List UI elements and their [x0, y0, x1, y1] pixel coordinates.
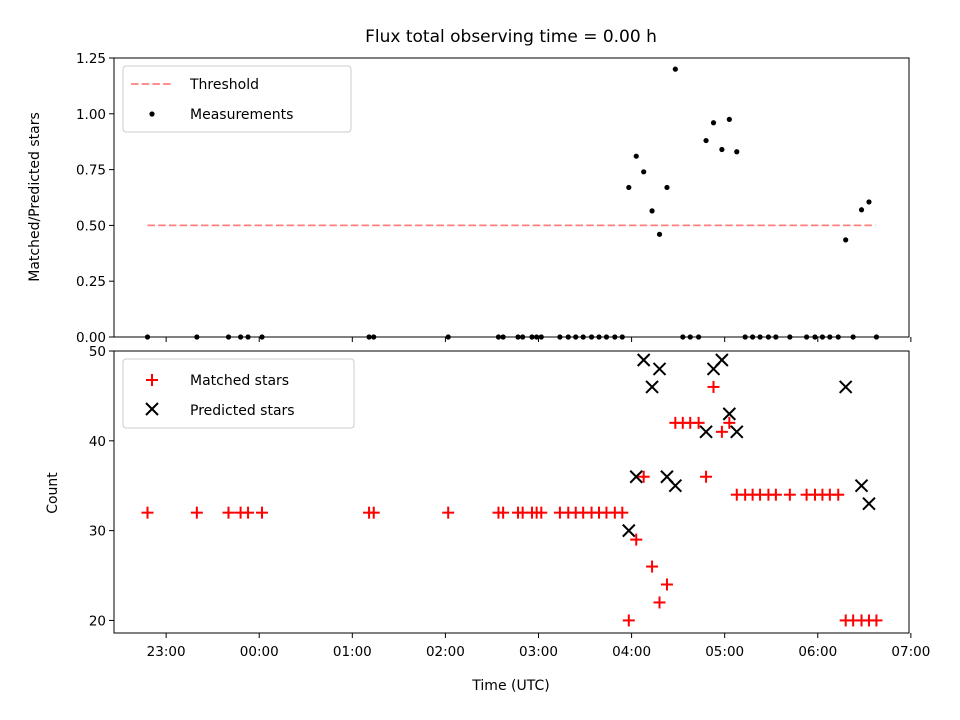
x-tick-label: 02:00: [426, 644, 465, 660]
top-y-tick-label: 0.75: [76, 163, 106, 179]
x-tick-label: 06:00: [798, 644, 837, 660]
matched-star-marker: [497, 506, 510, 519]
predicted-star-marker: [715, 353, 729, 367]
predicted-star-marker: [668, 479, 683, 493]
measurement-point: [866, 199, 872, 205]
predicted-star-marker: [645, 380, 659, 394]
legend-measurements-swatch: [149, 111, 155, 117]
measurement-point: [858, 207, 865, 213]
measurement-point: [641, 169, 647, 175]
matched-star-marker: [535, 506, 548, 519]
matched-star-marker: [622, 614, 635, 627]
matched-star-marker: [141, 506, 154, 519]
bottom-y-tick-label: 30: [89, 524, 106, 540]
measurement-point: [633, 153, 639, 159]
bottom-legend: Matched stars Predicted stars: [122, 358, 355, 429]
matched-stars-series: [141, 380, 883, 627]
x-tick-label: 05:00: [705, 644, 744, 660]
top-y-tick-label: 0.00: [76, 330, 106, 346]
matched-star-marker: [692, 416, 705, 429]
legend-matched-swatch: [146, 374, 158, 386]
matched-star-marker: [616, 506, 629, 519]
predicted-star-marker: [862, 496, 876, 511]
predicted-star-marker: [722, 407, 737, 421]
legend-predicted-swatch: [145, 402, 159, 416]
legend-measurements-label: Measurements: [190, 107, 293, 123]
measurement-point: [626, 184, 632, 191]
measurement-point: [843, 237, 849, 243]
matched-star-marker: [637, 470, 650, 483]
top-y-axis-label: Matched/Predicted stars: [27, 112, 43, 282]
top-y-tick-label: 1.00: [76, 107, 106, 123]
measurement-point: [656, 231, 663, 237]
matched-star-marker: [783, 488, 796, 501]
x-tick-label: 23:00: [147, 644, 186, 660]
bottom-x-axis: 23:00 00:00 01:00 02:00 03:00 04:00 05:00 06:00…: [147, 633, 930, 660]
bottom-y-tick-label: 20: [89, 613, 106, 629]
top-y-tick-label: 0.25: [76, 274, 106, 290]
legend-threshold-label: Threshold: [189, 77, 259, 93]
measurement-point: [672, 66, 678, 72]
predicted-star-marker: [629, 470, 643, 484]
x-tick-label: 01:00: [333, 644, 372, 660]
matched-star-marker: [222, 506, 235, 519]
measurement-point: [710, 120, 717, 126]
matched-star-marker: [832, 488, 845, 501]
matched-star-marker: [870, 614, 883, 627]
top-plot-frame: [113, 57, 910, 338]
matched-star-marker: [723, 416, 736, 429]
predicted-stars-series: [622, 353, 876, 538]
bottom-y-tick-label: 40: [89, 434, 106, 450]
predicted-star-marker: [622, 523, 636, 538]
predicted-star-marker: [854, 479, 869, 493]
measurement-point: [664, 184, 670, 191]
matched-star-marker: [242, 506, 255, 519]
predicted-star-marker: [652, 362, 667, 376]
top-y-tick-label: 0.50: [76, 218, 106, 234]
predicted-star-marker: [730, 425, 744, 439]
predicted-star-marker: [838, 380, 853, 394]
bottom-plot-frame: [113, 350, 910, 634]
matched-star-marker: [256, 506, 269, 519]
measurement-point: [703, 137, 709, 144]
matched-star-marker: [646, 560, 659, 573]
chart-title: Flux total observing time = 0.00 h: [365, 27, 657, 47]
x-axis-label: Time (UTC): [471, 678, 549, 694]
bottom-y-axis-label: Count: [45, 472, 61, 514]
measurement-point: [734, 149, 740, 155]
measurement-point: [649, 208, 655, 214]
matched-star-marker: [442, 506, 455, 519]
x-tick-label: 03:00: [519, 644, 558, 660]
matched-star-marker: [630, 533, 643, 546]
matched-star-marker: [367, 506, 380, 519]
x-tick-label: 04:00: [612, 644, 651, 660]
matched-star-marker: [769, 488, 782, 501]
predicted-star-marker: [699, 425, 713, 439]
matched-star-marker: [660, 578, 673, 591]
x-tick-label: 00:00: [240, 644, 279, 660]
matched-star-marker: [190, 506, 203, 519]
legend-matched-label: Matched stars: [190, 373, 289, 389]
bottom-plot-panel: 20 30 40 50 23:00 00:00 01:00 02:00 03:00 04:00 0…: [45, 344, 930, 694]
measurement-point: [719, 146, 725, 153]
top-legend: Threshold Measurements: [122, 65, 352, 133]
legend-predicted-label: Predicted stars: [190, 403, 295, 419]
top-plot-panel: 0.00 0.25 0.50 0.75 1.00 1.25 Matched/Predict…: [27, 51, 912, 346]
matched-star-marker: [700, 470, 713, 483]
top-y-tick-label: 1.25: [76, 51, 106, 67]
matched-star-marker: [715, 425, 728, 438]
matched-star-marker: [707, 380, 720, 393]
top-legend-frame: [122, 65, 352, 133]
bottom-legend-frame: [122, 358, 355, 429]
bottom-y-tick-label: 50: [89, 344, 106, 360]
bottom-y-axis: 20 30 40 50: [89, 344, 114, 629]
x-tick-label: 07:00: [891, 644, 930, 660]
measurement-point: [726, 116, 732, 122]
predicted-star-marker: [636, 353, 651, 367]
matched-star-marker: [653, 596, 666, 609]
top-y-axis: 0.00 0.25 0.50 0.75 1.00 1.25: [76, 51, 114, 346]
